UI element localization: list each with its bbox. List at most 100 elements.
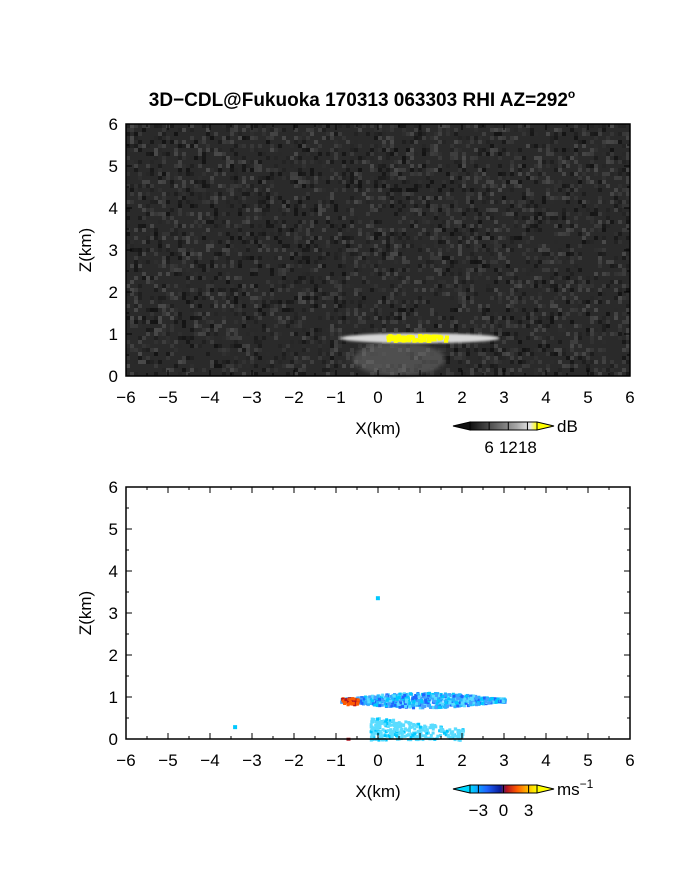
noise-cell bbox=[206, 144, 210, 148]
noise-cell bbox=[350, 224, 354, 228]
noise-cell bbox=[578, 324, 582, 328]
noise-cell bbox=[374, 220, 378, 224]
noise-cell bbox=[138, 144, 142, 148]
noise-cell bbox=[202, 216, 206, 220]
velocity-cell bbox=[444, 701, 448, 705]
noise-cell bbox=[370, 284, 374, 288]
velocity-cell bbox=[360, 701, 364, 705]
velocity-cell bbox=[397, 694, 401, 698]
noise-cell bbox=[270, 364, 274, 368]
noise-cell bbox=[138, 252, 142, 256]
noise-cell bbox=[418, 256, 422, 260]
noise-cell bbox=[490, 148, 494, 152]
noise-cell bbox=[298, 136, 302, 140]
noise-cell bbox=[550, 212, 554, 216]
noise-cell bbox=[622, 172, 626, 176]
noise-cell bbox=[298, 320, 302, 324]
noise-cell bbox=[394, 192, 398, 196]
noise-cell bbox=[394, 188, 398, 192]
noise-cell bbox=[282, 268, 286, 272]
noise-cell bbox=[238, 132, 242, 136]
noise-cell bbox=[250, 132, 254, 136]
noise-cell bbox=[466, 364, 470, 368]
noise-cell bbox=[574, 208, 578, 212]
velocity-cell bbox=[403, 693, 407, 697]
noise-cell bbox=[174, 272, 178, 276]
noise-cell bbox=[430, 276, 434, 280]
noise-cell bbox=[342, 300, 346, 304]
noise-cell bbox=[262, 228, 266, 232]
noise-cell bbox=[594, 144, 598, 148]
noise-cell bbox=[194, 192, 198, 196]
noise-cell bbox=[134, 268, 138, 272]
noise-cell bbox=[318, 288, 322, 292]
noise-cell bbox=[358, 220, 362, 224]
noise-cell bbox=[558, 220, 562, 224]
noise-cell bbox=[510, 300, 514, 304]
core-cell bbox=[444, 338, 449, 343]
velocity-cell bbox=[451, 702, 455, 706]
noise-cell bbox=[546, 208, 550, 212]
noise-cell bbox=[554, 372, 558, 376]
noise-cell bbox=[298, 296, 302, 300]
noise-cell bbox=[618, 140, 622, 144]
noise-cell bbox=[402, 124, 406, 128]
noise-cell bbox=[442, 348, 446, 352]
noise-cell bbox=[178, 372, 182, 376]
noise-cell bbox=[398, 308, 402, 312]
noise-cell bbox=[130, 124, 134, 128]
noise-cell bbox=[250, 160, 254, 164]
noise-cell bbox=[374, 204, 378, 208]
noise-cell bbox=[294, 172, 298, 176]
noise-cell bbox=[426, 204, 430, 208]
noise-cell bbox=[402, 232, 406, 236]
noise-cell bbox=[342, 164, 346, 168]
noise-cell bbox=[454, 324, 458, 328]
velocity-cell bbox=[379, 734, 383, 738]
noise-cell bbox=[402, 180, 406, 184]
noise-cell bbox=[346, 372, 350, 376]
noise-cell bbox=[358, 144, 362, 148]
noise-cell bbox=[246, 168, 250, 172]
noise-cell bbox=[434, 268, 438, 272]
noise-cell bbox=[266, 236, 270, 240]
noise-cell bbox=[302, 196, 306, 200]
noise-cell bbox=[178, 244, 182, 248]
noise-cell bbox=[542, 324, 546, 328]
noise-cell bbox=[206, 328, 210, 332]
noise-cell bbox=[202, 136, 206, 140]
noise-cell bbox=[582, 360, 586, 364]
degree-mark: o bbox=[568, 87, 575, 101]
noise-cell bbox=[458, 224, 462, 228]
noise-cell bbox=[278, 300, 282, 304]
noise-cell bbox=[386, 148, 390, 152]
noise-cell bbox=[510, 236, 514, 240]
noise-cell bbox=[626, 244, 630, 248]
noise-cell bbox=[314, 336, 318, 340]
noise-cell bbox=[562, 208, 566, 212]
noise-cell bbox=[442, 260, 446, 264]
noise-cell bbox=[154, 348, 158, 352]
noise-cell bbox=[230, 192, 234, 196]
noise-cell bbox=[582, 280, 586, 284]
noise-cell bbox=[162, 192, 166, 196]
noise-cell bbox=[234, 248, 238, 252]
velocity-cell bbox=[375, 703, 379, 707]
noise-cell bbox=[474, 172, 478, 176]
noise-cell bbox=[214, 364, 218, 368]
velocity-cell bbox=[458, 693, 462, 697]
noise-cell bbox=[626, 144, 630, 148]
noise-cell bbox=[194, 304, 198, 308]
noise-cell bbox=[234, 124, 238, 128]
velocity-cell bbox=[406, 733, 410, 737]
noise-cell bbox=[270, 268, 274, 272]
noise-cell bbox=[530, 132, 534, 136]
noise-cell bbox=[282, 136, 286, 140]
noise-cell bbox=[250, 136, 254, 140]
noise-cell bbox=[162, 196, 166, 200]
noise-cell bbox=[226, 296, 230, 300]
noise-cell bbox=[562, 152, 566, 156]
noise-cell bbox=[442, 184, 446, 188]
noise-cell bbox=[386, 256, 390, 260]
noise-cell bbox=[258, 208, 262, 212]
